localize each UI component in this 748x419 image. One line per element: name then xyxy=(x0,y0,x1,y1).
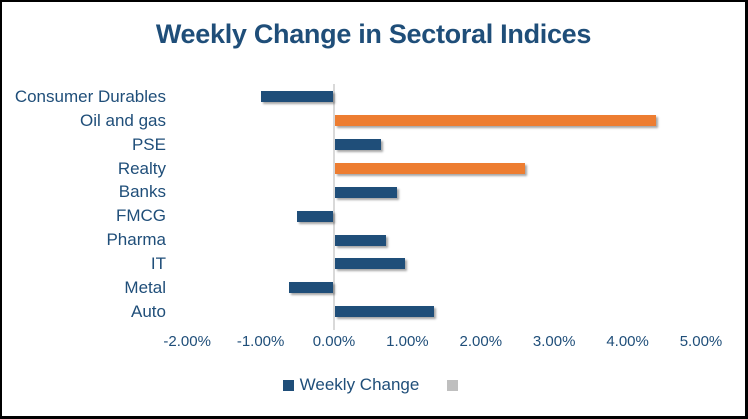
category-label-banks: Banks xyxy=(118,182,166,202)
category-label-oil-and-gas: Oil and gas xyxy=(80,110,166,130)
bar-pse xyxy=(335,139,382,151)
x-axis-tick-0-00: 0.00% xyxy=(312,333,356,350)
legend-swatch-0 xyxy=(282,379,294,391)
x-axis-tick-1-00: 1.00% xyxy=(386,333,429,350)
bar-consumer-durables xyxy=(261,91,333,103)
bar-fmcg xyxy=(297,210,333,222)
x-axis-tick-1-00: -1.00% xyxy=(236,333,285,350)
x-axis-tick-2-00: 2.00% xyxy=(459,333,503,350)
bar-realty xyxy=(335,162,526,174)
category-label-it: IT xyxy=(150,253,166,273)
category-label-realty: Realty xyxy=(117,158,166,178)
legend: Weekly Change xyxy=(2,375,745,395)
bar-pharma xyxy=(335,234,387,246)
legend-swatch-1 xyxy=(447,379,459,391)
x-axis-tick-4-00: 4.00% xyxy=(606,333,649,350)
x-axis-tick-3-00: 3.00% xyxy=(532,333,576,350)
x-axis-tick-2-00: -2.00% xyxy=(163,333,211,350)
bar-metal xyxy=(288,282,333,294)
bar-banks xyxy=(335,186,398,198)
bar-auto xyxy=(335,306,435,318)
category-label-consumer-durables: Consumer Durables xyxy=(14,87,166,106)
category-label-pse: PSE xyxy=(131,134,166,154)
category-label-pharma: Pharma xyxy=(106,230,166,250)
category-label-fmcg: FMCG xyxy=(115,206,166,226)
category-label-auto: Auto xyxy=(131,301,166,321)
bar-oil-and-gas xyxy=(335,115,657,127)
bar-it xyxy=(335,258,405,270)
category-label-metal: Metal xyxy=(124,277,166,297)
x-axis-tick-5-00: 5.00% xyxy=(679,333,723,350)
chart-title: Weekly Change in Sectoral Indices xyxy=(155,19,592,49)
legend-label-0: Weekly Change xyxy=(299,375,420,394)
zero-axis-line xyxy=(333,84,335,330)
